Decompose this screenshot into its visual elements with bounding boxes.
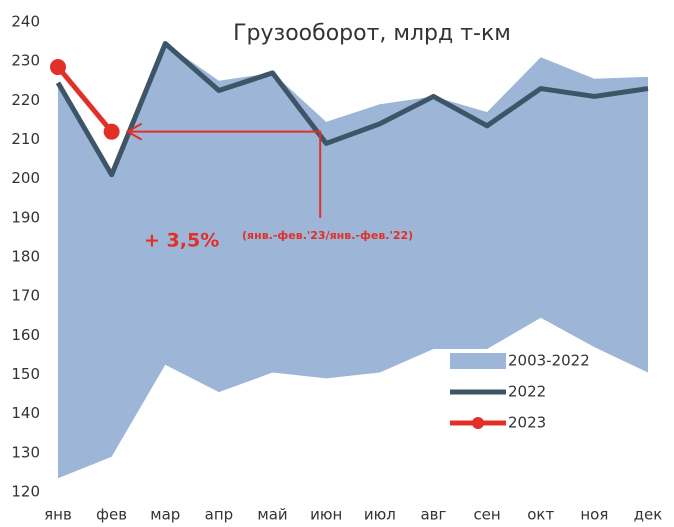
range-area [58,43,648,479]
x-tick-label: ноя [580,506,608,524]
series-line [55,41,649,178]
y-tick-label: 120 [11,483,40,501]
y-tick-label: 200 [11,169,40,187]
x-tick-label: авг [420,506,446,524]
series-line [56,65,114,134]
chart-title: Грузооборот, млрд т-км [233,21,511,46]
y-tick-label: 190 [11,208,40,226]
legend-label: 2023 [508,414,546,432]
legend-swatch [450,353,506,369]
y-tick-label: 230 [11,52,40,70]
x-tick-label: апр [205,506,234,524]
annotation: (янв.-фев.'23/янв.-фев.'22) [242,229,413,242]
y-tick-label: 140 [11,404,40,422]
x-tick-label: мар [150,506,180,524]
x-tick-label: июн [310,506,342,524]
legend-label: 2003-2022 [508,352,590,370]
y-tick-label: 170 [11,287,40,305]
x-tick-label: янв [44,506,72,524]
legend-label: 2022 [508,383,546,401]
point [103,123,120,140]
annotation: + 3,5% [144,230,219,252]
y-tick-label: 220 [11,91,40,109]
x-tick-label: май [257,506,287,524]
y-tick-label: 240 [11,13,40,31]
point [50,59,66,76]
x-tick-label: окт [527,506,554,524]
y-tick-label: 130 [11,443,40,461]
x-tick-label: дек [634,506,663,524]
y-tick-label: 180 [11,248,40,266]
x-tick-label: сен [473,506,500,524]
y-tick-label: 150 [11,365,40,383]
annotation-arrow [125,122,322,218]
x-tick-label: фев [96,506,127,524]
y-tick-label: 210 [11,130,40,148]
legend-marker [472,417,484,429]
x-tick-label: июл [364,506,396,524]
y-tick-label: 160 [11,326,40,344]
